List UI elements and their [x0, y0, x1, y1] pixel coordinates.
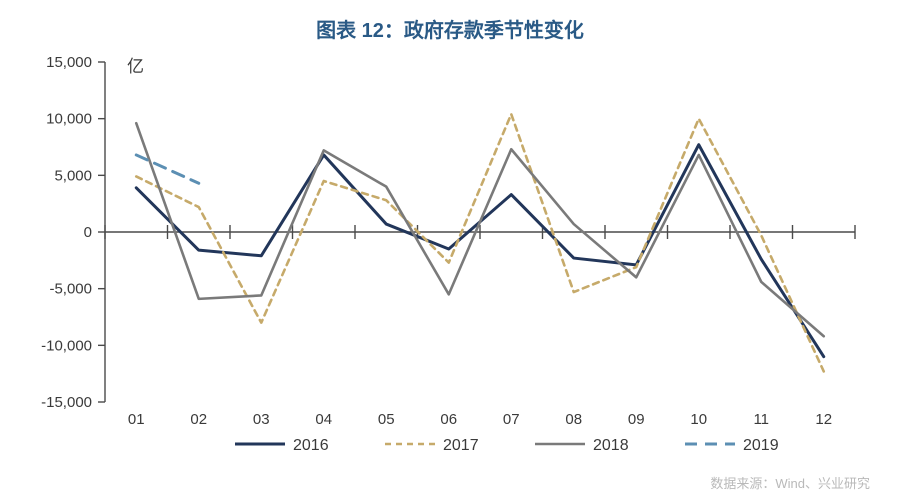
x-tick-label: 06 [440, 411, 457, 428]
x-tick-label: 02 [190, 411, 207, 428]
x-tick-label: 10 [690, 411, 707, 428]
x-tick-label: 05 [378, 411, 395, 428]
y-tick-label: -5,000 [49, 281, 92, 298]
x-tick-label: 11 [753, 411, 769, 428]
series-line-2019 [136, 155, 199, 183]
chart-plot: -15,000 -10,000 -5,000 0 5,000 10,000 15,000 01… [0, 0, 900, 500]
legend-label-2017: 2017 [443, 437, 479, 454]
y-unit-label: 亿 [127, 57, 144, 76]
legend-label-2018: 2018 [593, 437, 629, 454]
y-tick-label: -15,000 [41, 394, 92, 411]
series-line-2016 [136, 145, 824, 357]
x-tick-label: 09 [628, 411, 645, 428]
x-tick-label: 12 [815, 411, 832, 428]
chart-title: 图表 12：政府存款季节性变化 [0, 14, 900, 43]
x-tick-label: 07 [503, 411, 520, 428]
chart-container: 图表 12：政府存款季节性变化 -15,000 -10,000 -5,000 0 5,0… [0, 0, 900, 500]
x-tick-label: 03 [253, 411, 270, 428]
series-line-2017 [136, 114, 824, 371]
x-tick-label: 08 [565, 411, 582, 428]
source-note: 数据来源：Wind、兴业研究 [710, 473, 870, 492]
x-tick-label: 04 [315, 411, 332, 428]
y-tick-label: 0 [84, 224, 92, 241]
y-tick-label: 5,000 [54, 167, 92, 184]
y-tick-label: 10,000 [46, 111, 92, 128]
y-tick-label: 15,000 [46, 54, 92, 71]
legend-label-2019: 2019 [743, 437, 779, 454]
x-tick-label: 01 [128, 411, 145, 428]
y-tick-label: -10,000 [41, 337, 92, 354]
legend-label-2016: 2016 [293, 437, 329, 454]
